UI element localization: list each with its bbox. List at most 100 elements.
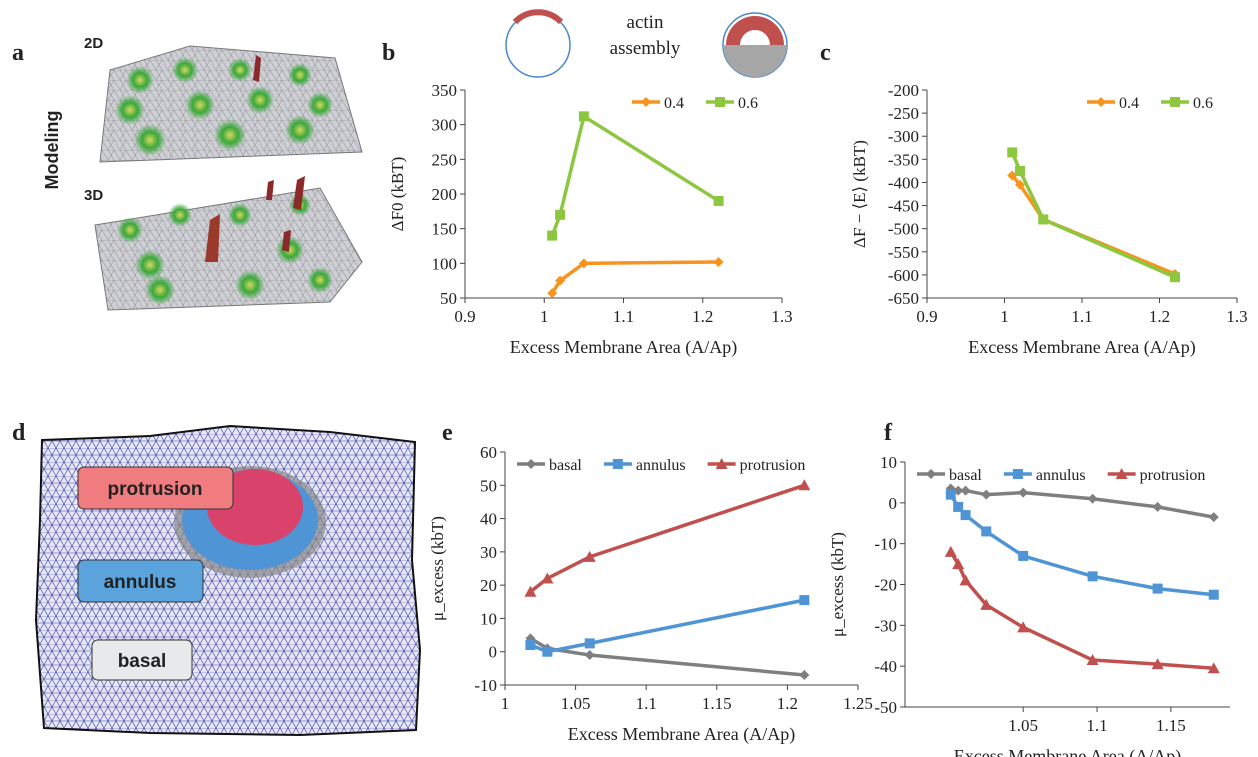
marker bbox=[1038, 214, 1048, 224]
series-line bbox=[552, 116, 718, 235]
y-tick-label: 250 bbox=[432, 150, 458, 169]
legend-label: basal bbox=[949, 467, 982, 484]
x-axis-label: Excess Membrane Area (A/Ap) bbox=[510, 337, 737, 358]
marker bbox=[1015, 166, 1025, 176]
marker bbox=[1013, 469, 1023, 479]
marker bbox=[1170, 97, 1180, 107]
x-tick-label: 1.15 bbox=[1156, 716, 1186, 735]
x-tick-label: 0.9 bbox=[454, 307, 475, 326]
y-tick-label: -350 bbox=[888, 150, 919, 169]
y-tick-label: -600 bbox=[888, 266, 919, 285]
marker bbox=[579, 111, 589, 121]
marker bbox=[714, 196, 724, 206]
marker bbox=[960, 574, 972, 585]
y-tick-label: -250 bbox=[888, 104, 919, 123]
surface-label: 3D bbox=[84, 187, 103, 204]
y-tick-label: 40 bbox=[480, 510, 497, 529]
y-tick-label: -550 bbox=[888, 243, 919, 262]
marker bbox=[613, 459, 623, 469]
surface-3d bbox=[95, 176, 362, 310]
y-tick-label: -10 bbox=[474, 676, 497, 695]
y-tick-label: -450 bbox=[888, 197, 919, 216]
y-tick-label: -200 bbox=[888, 81, 919, 100]
x-tick-label: 1.3 bbox=[771, 307, 792, 326]
marker bbox=[799, 595, 809, 605]
x-tick-label: 1.2 bbox=[692, 307, 713, 326]
y-tick-label: 150 bbox=[432, 220, 458, 239]
y-tick-label: 0 bbox=[889, 494, 898, 513]
y-tick-label: 300 bbox=[432, 116, 458, 135]
legend-label: 0.4 bbox=[1119, 95, 1139, 112]
marker bbox=[1096, 97, 1106, 107]
y-tick-label: 50 bbox=[440, 289, 457, 308]
marker bbox=[547, 231, 557, 241]
x-tick-label: 1.05 bbox=[1008, 716, 1038, 735]
y-tick-label: -50 bbox=[874, 698, 897, 717]
actin-text: actin bbox=[627, 12, 664, 33]
y-tick-label: -20 bbox=[874, 576, 897, 595]
marker bbox=[1018, 488, 1028, 498]
marker bbox=[799, 670, 809, 680]
marker bbox=[981, 526, 991, 536]
y-tick-label: 200 bbox=[432, 185, 458, 204]
legend-label: annulus bbox=[1036, 467, 1086, 484]
region-label: basal bbox=[118, 651, 167, 672]
marker bbox=[946, 490, 956, 500]
legend-label: 0.4 bbox=[664, 95, 684, 112]
y-tick-label: 10 bbox=[880, 453, 897, 472]
x-axis-label: Excess Membrane Area (A/Ap) bbox=[968, 337, 1195, 358]
marker bbox=[542, 647, 552, 657]
y-tick-label: 20 bbox=[480, 576, 497, 595]
x-tick-label: 1.1 bbox=[636, 694, 657, 713]
modeling-label: Modeling bbox=[42, 111, 62, 190]
marker bbox=[715, 97, 725, 107]
marker bbox=[1209, 512, 1219, 522]
y-axis-label: μ_excess (kbT) bbox=[828, 532, 847, 637]
y-axis-label: ΔF − ⟨E⟩ (kBT) bbox=[850, 140, 869, 248]
marker bbox=[585, 638, 595, 648]
panel-label: f bbox=[884, 420, 893, 446]
y-tick-label: -10 bbox=[874, 535, 897, 554]
figure: a b c d e f Modeling 2D 3D actin assemb bbox=[0, 0, 1258, 757]
x-tick-label: 1 bbox=[501, 694, 510, 713]
series-line bbox=[530, 485, 804, 592]
marker bbox=[1209, 590, 1219, 600]
panel-label: d bbox=[12, 420, 26, 446]
x-tick-label: 1.1 bbox=[1086, 716, 1107, 735]
marker bbox=[525, 640, 535, 650]
x-tick-label: 1.1 bbox=[613, 307, 634, 326]
x-tick-label: 1 bbox=[540, 307, 549, 326]
series-line bbox=[951, 552, 1214, 668]
series-line bbox=[1012, 152, 1175, 277]
mesh-diagram bbox=[36, 426, 420, 735]
y-tick-label: -650 bbox=[888, 289, 919, 308]
x-tick-label: 0.9 bbox=[916, 307, 937, 326]
y-tick-label: 60 bbox=[480, 443, 497, 462]
x-tick-label: 1.25 bbox=[843, 694, 873, 713]
marker bbox=[981, 490, 991, 500]
marker bbox=[961, 510, 971, 520]
x-tick-label: 1 bbox=[1000, 307, 1009, 326]
region-label: annulus bbox=[104, 572, 177, 593]
marker bbox=[1088, 494, 1098, 504]
marker bbox=[1153, 584, 1163, 594]
series-line bbox=[530, 600, 804, 652]
marker bbox=[1018, 551, 1028, 561]
region-label: protrusion bbox=[108, 479, 203, 500]
y-tick-label: 10 bbox=[480, 609, 497, 628]
x-axis-label: Excess Membrane Area (A/Ap) bbox=[568, 724, 795, 745]
y-tick-label: 50 bbox=[480, 476, 497, 495]
surface-label: 2D bbox=[84, 35, 103, 52]
y-tick-label: 30 bbox=[480, 543, 497, 562]
marker bbox=[555, 210, 565, 220]
series-line bbox=[530, 638, 804, 675]
x-tick-label: 1.15 bbox=[702, 694, 732, 713]
legend-label: basal bbox=[549, 457, 582, 474]
x-tick-label: 1.05 bbox=[561, 694, 591, 713]
y-tick-label: 350 bbox=[432, 81, 458, 100]
y-axis-label: μ_excess (kbT) bbox=[428, 516, 447, 621]
panel-label: e bbox=[442, 420, 453, 446]
marker bbox=[798, 479, 810, 490]
x-axis-label: Excess Membrane Area (A/Ap) bbox=[954, 746, 1181, 757]
surface-2d bbox=[100, 46, 362, 162]
